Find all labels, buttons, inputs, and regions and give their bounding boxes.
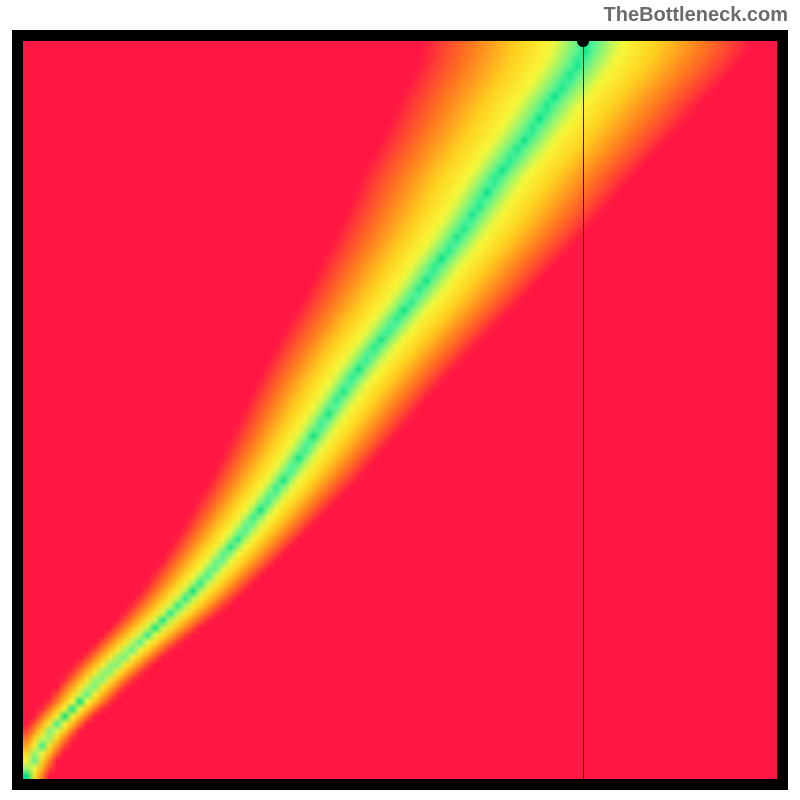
watermark-text: TheBottleneck.com [604, 4, 788, 27]
heatmap-canvas [23, 41, 777, 779]
marker-vertical-line [583, 41, 584, 779]
chart-frame [12, 30, 788, 790]
marker-dot [577, 35, 589, 47]
